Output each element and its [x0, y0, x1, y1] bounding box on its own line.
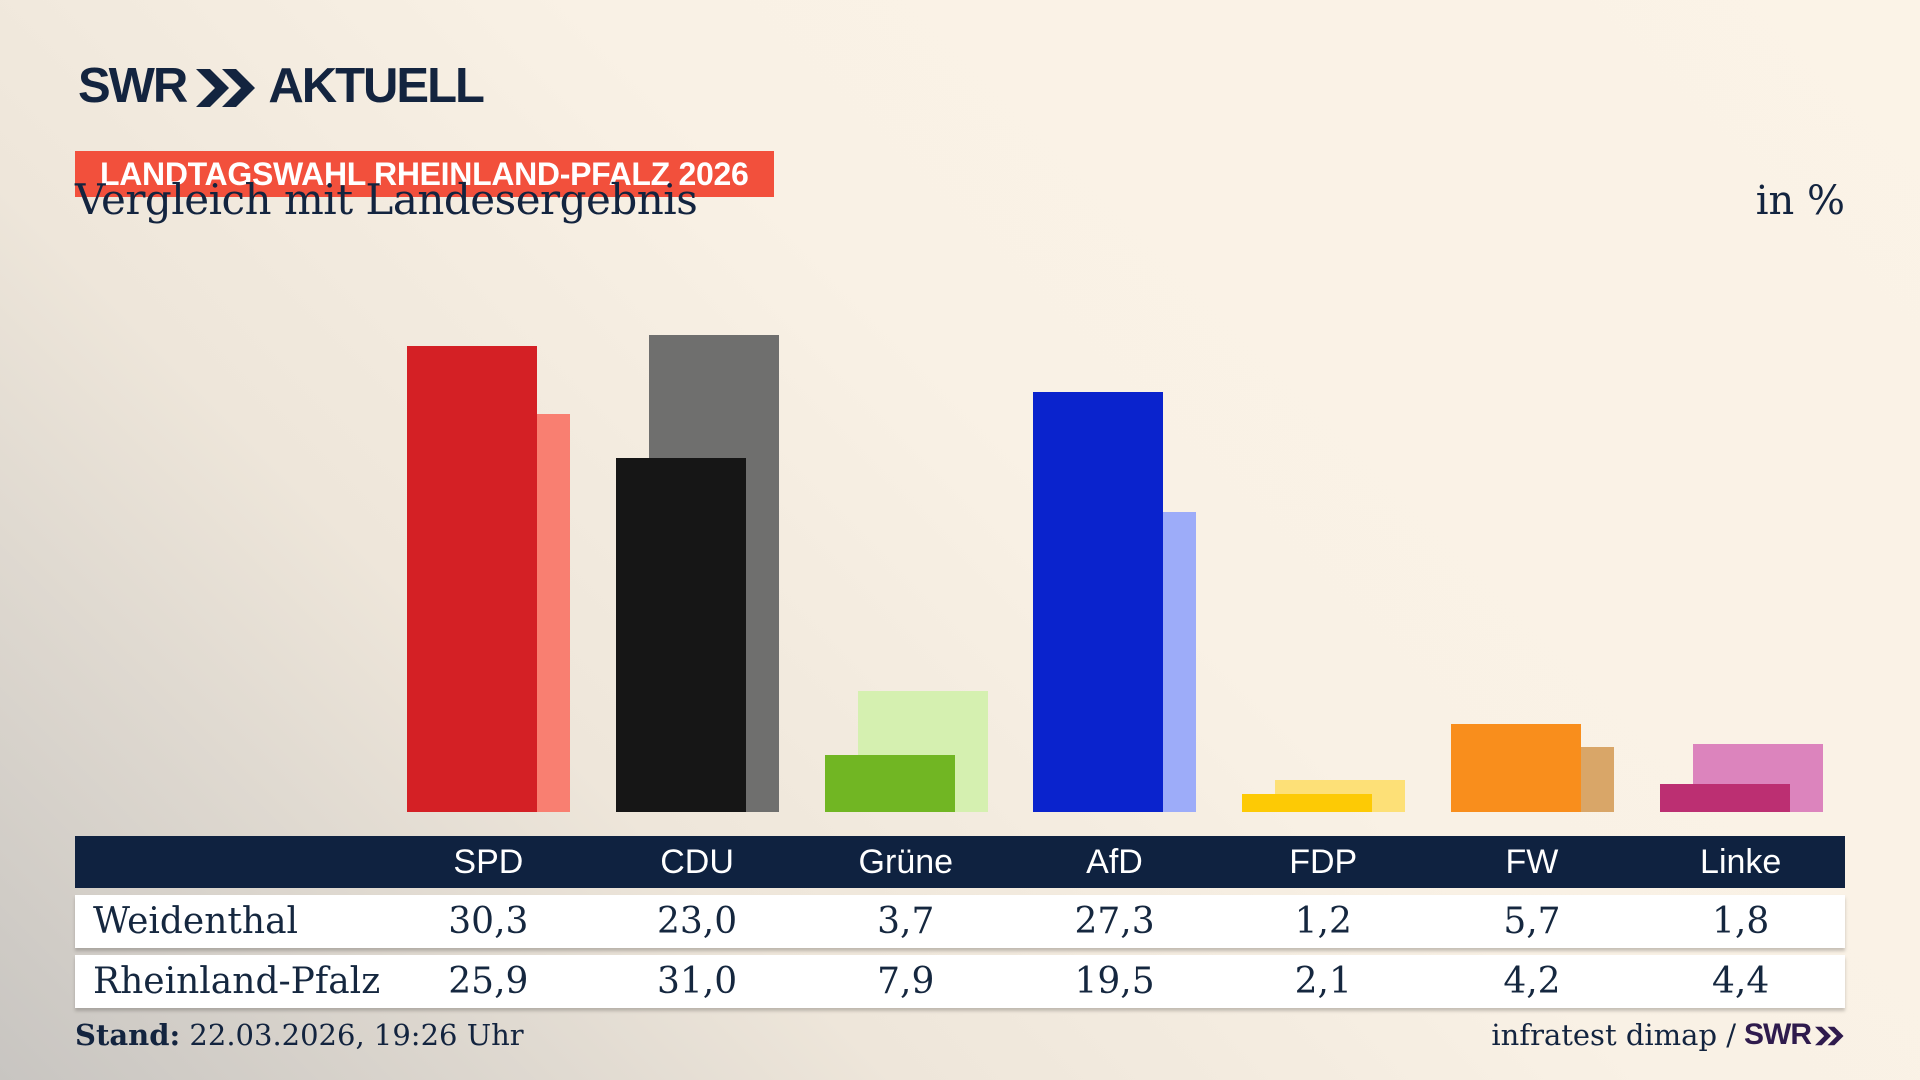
table-cell: 27,3 [1074, 901, 1155, 942]
results-table-row-weidenthal: Weidenthal 30,3 23,0 3,7 27,3 1,2 5,7 1,8 [75, 895, 1845, 948]
bar-spd-weidenthal [407, 346, 538, 812]
unit-label: in % [1755, 178, 1845, 224]
timestamp-value: 22.03.2026, 19:26 Uhr [180, 1018, 524, 1052]
source-brand-logo: SWR [1744, 1018, 1845, 1052]
results-table-row-rheinland-pfalz: Rheinland-Pfalz 25,9 31,0 7,9 19,5 2,1 4,2 4,4 [75, 955, 1845, 1008]
brand-logo-text: SWR [78, 59, 188, 113]
table-row-label: Rheinland-Pfalz [93, 961, 381, 1002]
source-text: infratest dimap / [1491, 1018, 1736, 1052]
table-cell: 1,8 [1712, 901, 1770, 942]
column-header-spd: SPD [453, 842, 524, 881]
column-header-linke: Linke [1700, 842, 1782, 881]
bar-grüne-weidenthal [824, 755, 955, 812]
source-brand-chevron-icon [1815, 1026, 1844, 1046]
bar-fdp-weidenthal [1242, 793, 1373, 812]
table-row-label: Weidenthal [93, 901, 299, 942]
bar-linke-weidenthal [1659, 784, 1790, 812]
table-cell: 5,7 [1503, 901, 1561, 942]
results-table-header: SPD CDU Grüne AfD FDP FW Linke [75, 836, 1845, 888]
table-cell: 3,7 [877, 901, 935, 942]
table-cell: 23,0 [657, 901, 738, 942]
table-cell: 30,3 [448, 901, 529, 942]
column-header-cdu: CDU [660, 842, 734, 881]
source-credit: infratest dimap / SWR [1491, 1018, 1845, 1052]
timestamp: Stand: 22.03.2026, 19:26 Uhr [75, 1018, 524, 1052]
bar-cdu-weidenthal [616, 458, 747, 812]
table-cell: 19,5 [1074, 961, 1155, 1002]
column-header-fw: FW [1505, 842, 1559, 881]
footer: Stand: 22.03.2026, 19:26 Uhr infratest d… [75, 1018, 1845, 1052]
table-cell: 31,0 [657, 961, 738, 1002]
brand-logo: SWR AKTUELL [78, 58, 485, 114]
bar-fw-weidenthal [1450, 724, 1581, 812]
table-cell: 4,2 [1503, 961, 1561, 1002]
title-row: Vergleich mit Landesergebnis in % [75, 175, 1845, 224]
table-cell: 1,2 [1294, 901, 1352, 942]
bar-afd-weidenthal [1033, 392, 1164, 812]
column-header-grüne: Grüne [858, 842, 954, 881]
brand-logo-product: AKTUELL [268, 59, 485, 113]
column-header-fdp: FDP [1289, 842, 1358, 881]
table-cell: 2,1 [1294, 961, 1352, 1002]
table-cell: 4,4 [1712, 961, 1770, 1002]
timestamp-label: Stand: [75, 1018, 181, 1052]
source-brand-text: SWR [1744, 1018, 1812, 1051]
table-cell: 7,9 [877, 961, 935, 1002]
election-badge: LANDTAGSWAHL RHEINLAND-PFALZ 2026 [75, 151, 774, 197]
column-header-afd: AfD [1086, 842, 1143, 881]
chart-title: Vergleich mit Landesergebnis [75, 175, 698, 224]
table-cell: 25,9 [448, 961, 529, 1002]
brand-chevron-icon [196, 68, 256, 107]
